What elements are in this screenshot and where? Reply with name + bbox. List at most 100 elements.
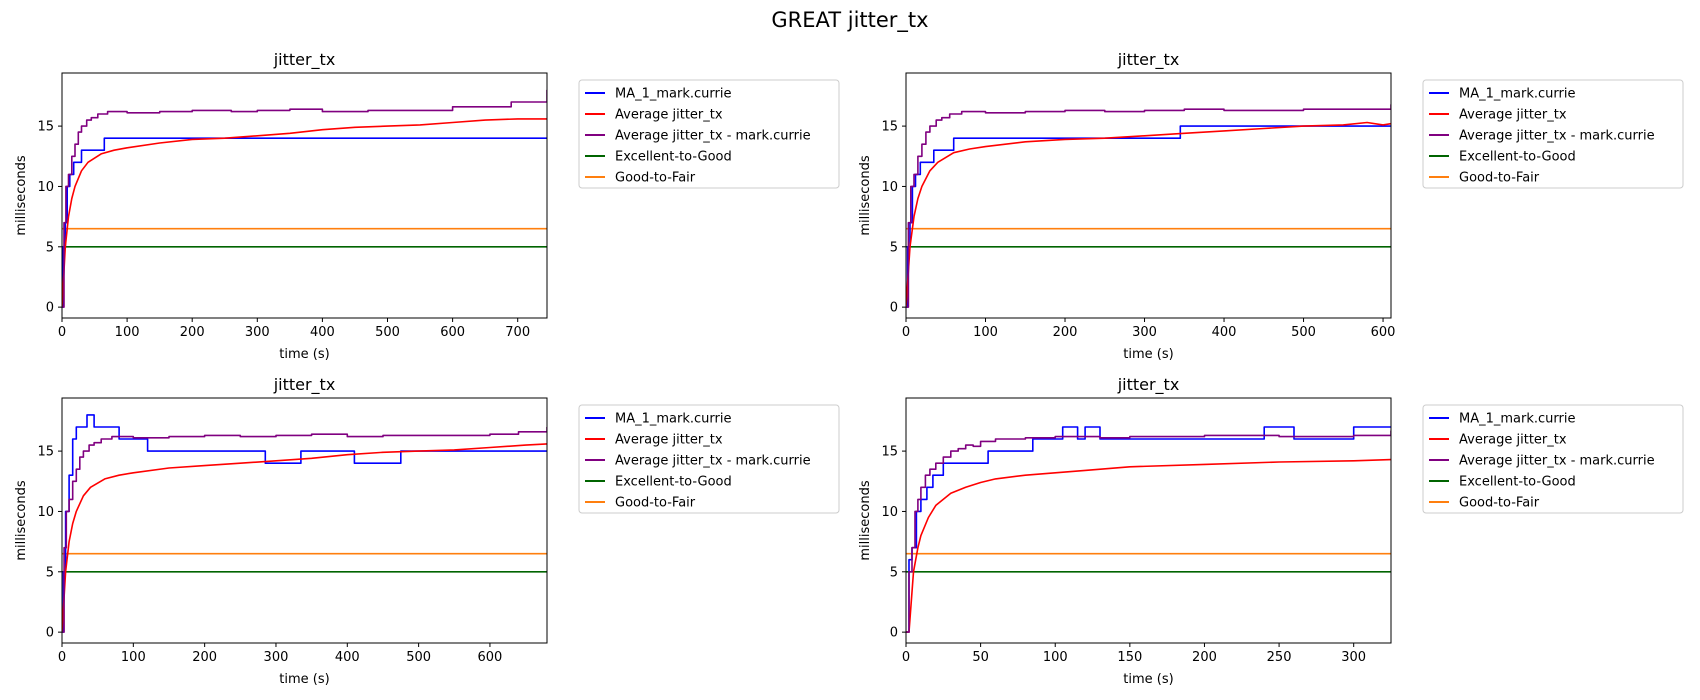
legend-entry: Average jitter_tx - mark.currie [1459,129,1655,144]
series-line-average-jitter-tx-mark-currie [906,104,1391,308]
x-tick-label: 400 [1212,325,1237,340]
y-tick-label: 0 [46,626,54,641]
x-tick-label: 300 [264,650,289,665]
x-tick-label: 0 [58,325,66,340]
x-tick-label: 200 [180,325,205,340]
x-tick-label: 300 [1132,325,1157,340]
legend-entry: Excellent-to-Good [615,475,732,490]
legend-box [578,79,840,189]
legend: MA_1_mark.currie Average jitter_tx Average… [578,404,840,514]
series-line-ma-1-mark-currie [906,426,1391,633]
x-tick-label: 600 [1371,325,1396,340]
y-tick-label: 15 [37,120,54,135]
series-line-average-jitter-tx-mark-currie [906,430,1391,633]
y-axis-label: milliseconds [14,480,29,560]
legend-entry: Good-to-Fair [615,496,696,511]
subplot-1: 0 100 200 300 400 500 600 700 0 5 10 15 jitter_txtim… [14,50,840,362]
x-tick-label: 0 [902,650,910,665]
y-tick-label: 0 [890,626,898,641]
y-tick-label: 5 [46,565,54,580]
series-line-ma-1-mark-currie [906,125,1391,308]
x-tick-label: 600 [478,650,503,665]
x-tick-label: 500 [406,650,431,665]
y-tick-label: 5 [890,565,898,580]
x-axis-label: time (s) [279,672,329,687]
y-tick-label: 5 [890,240,898,255]
x-tick-label: 200 [192,650,217,665]
subplot-title: jitter_tx [1117,50,1180,70]
subplot-title: jitter_tx [1117,375,1180,395]
legend-entry: Excellent-to-Good [1459,475,1576,490]
legend: MA_1_mark.currie Average jitter_tx Average… [1422,404,1684,514]
legend-entry: Average jitter_tx - mark.currie [615,129,811,144]
legend-entry: Good-to-Fair [615,171,696,186]
x-tick-label: 600 [440,325,465,340]
legend-entry: MA_1_mark.currie [1459,412,1575,427]
x-tick-label: 400 [310,325,335,340]
series-line-ma-1-mark-currie [62,414,547,633]
x-tick-label: 250 [1267,650,1292,665]
figure-title: GREAT jitter_tx [771,8,929,32]
x-axis-label: time (s) [279,347,329,362]
series-line-average-jitter-tx-mark-currie [62,427,547,633]
legend-entry: Good-to-Fair [1459,496,1540,511]
series-line-ma-1-mark-currie [62,137,547,308]
legend: MA_1_mark.currie Average jitter_tx Average… [578,79,840,189]
y-axis-label: milliseconds [858,480,873,560]
y-tick-label: 10 [881,505,898,520]
x-tick-label: 300 [1341,650,1366,665]
x-tick-label: 150 [1117,650,1142,665]
series-line-average-jitter-tx [906,458,1391,633]
x-tick-label: 50 [972,650,989,665]
subplot-title: jitter_tx [273,375,336,395]
legend-entry: Average jitter_tx [1459,108,1567,123]
y-tick-label: 0 [46,301,54,316]
y-tick-label: 15 [37,445,54,460]
legend-entry: Average jitter_tx [1459,433,1567,448]
legend-entry: Average jitter_tx [615,433,723,448]
legend-entry: Average jitter_tx - mark.currie [1459,454,1655,469]
legend-box [1422,79,1684,189]
x-tick-label: 200 [1053,325,1078,340]
legend-entry: MA_1_mark.currie [615,412,731,427]
legend-entry: Excellent-to-Good [1459,150,1576,165]
x-tick-label: 700 [505,325,530,340]
x-tick-label: 500 [1291,325,1316,340]
legend: MA_1_mark.currie Average jitter_tx Average… [1422,79,1684,189]
x-axis-label: time (s) [1123,672,1173,687]
y-axis-label: milliseconds [858,155,873,235]
x-axis-label: time (s) [1123,347,1173,362]
x-tick-label: 100 [121,650,146,665]
legend-entry: Excellent-to-Good [615,150,732,165]
x-tick-label: 200 [1192,650,1217,665]
y-tick-label: 15 [881,445,898,460]
y-axis-label: milliseconds [14,155,29,235]
legend-box [578,404,840,514]
series-line-average-jitter-tx-mark-currie [62,89,547,308]
series-line-average-jitter-tx [62,118,547,308]
y-tick-label: 10 [881,180,898,195]
y-tick-label: 5 [46,240,54,255]
y-tick-label: 0 [890,301,898,316]
x-tick-label: 500 [375,325,400,340]
legend-box [1422,404,1684,514]
y-tick-label: 10 [37,505,54,520]
series-line-average-jitter-tx [906,121,1391,308]
legend-entry: MA_1_mark.currie [1459,87,1575,102]
plot-frame [61,72,548,319]
x-tick-label: 100 [973,325,998,340]
legend-entry: Good-to-Fair [1459,171,1540,186]
x-tick-label: 0 [902,325,910,340]
x-tick-label: 300 [245,325,270,340]
legend-entry: MA_1_mark.currie [615,87,731,102]
y-tick-label: 10 [37,180,54,195]
y-tick-label: 15 [881,120,898,135]
plot-frame [61,397,548,644]
subplot-title: jitter_tx [273,50,336,70]
plot-frame [905,72,1392,319]
series-line-average-jitter-tx [62,443,547,633]
